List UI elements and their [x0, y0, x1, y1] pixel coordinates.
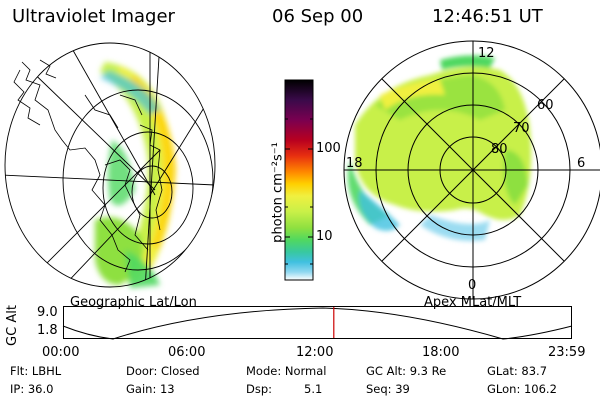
- mlt-label-12: 12: [478, 46, 495, 61]
- geo-grid: [4, 42, 216, 288]
- colorbar-tick-100: 100: [316, 141, 341, 156]
- alt-xtick-1800: 18:00: [422, 345, 460, 360]
- lat-label-80: 80: [491, 142, 508, 157]
- header-time: 12:46:51 UT: [432, 6, 543, 27]
- lat-label-60: 60: [537, 98, 554, 113]
- lat-label-70: 70: [513, 121, 530, 136]
- instrument-title: Ultraviolet Imager: [12, 6, 175, 27]
- alt-xtick-0600: 06:00: [168, 345, 206, 360]
- alt-xtick-2359: 23:59: [548, 345, 586, 360]
- mlt-label-0: 0: [468, 278, 477, 293]
- status-gain: Gain: 13: [126, 382, 175, 396]
- colorbar: [284, 79, 314, 281]
- status-glon: GLon: 106.2: [487, 382, 557, 396]
- status-flt: Flt: LBHL: [10, 364, 62, 378]
- status-door: Door: Closed: [126, 364, 200, 378]
- coastlines: [13, 59, 163, 273]
- alt-xtick-0000: 00:00: [42, 345, 80, 360]
- aurora-emission-apex: [347, 55, 532, 241]
- altitude-curve: [62, 307, 573, 340]
- colorbar-tick-10: 10: [316, 229, 333, 244]
- mlt-label-18: 18: [346, 156, 363, 171]
- status-dsp-value: 5.1: [304, 382, 323, 396]
- alt-ytick-1.8: 1.8: [37, 323, 58, 338]
- status-ip: IP: 36.0: [10, 382, 54, 396]
- aurora-emission-geo: [95, 62, 176, 288]
- status-mode: Mode: Normal: [246, 364, 327, 378]
- status-dsp-label: Dsp:: [246, 382, 273, 396]
- alt-ylabel: GC Alt: [4, 305, 20, 346]
- apex-grid: [343, 40, 600, 300]
- status-gc-alt: GC Alt: 9.3 Re: [366, 364, 447, 378]
- mlt-label-6: 6: [577, 156, 586, 171]
- header-date: 06 Sep 00: [272, 6, 364, 27]
- altitude-frame: [63, 306, 572, 339]
- alt-ytick-9: 9.0: [37, 305, 58, 320]
- status-glat: GLat: 83.7: [487, 364, 548, 378]
- altitude-plot: [62, 306, 573, 340]
- alt-xtick-1200: 12:00: [296, 345, 334, 360]
- status-seq: Seq: 39: [366, 382, 410, 396]
